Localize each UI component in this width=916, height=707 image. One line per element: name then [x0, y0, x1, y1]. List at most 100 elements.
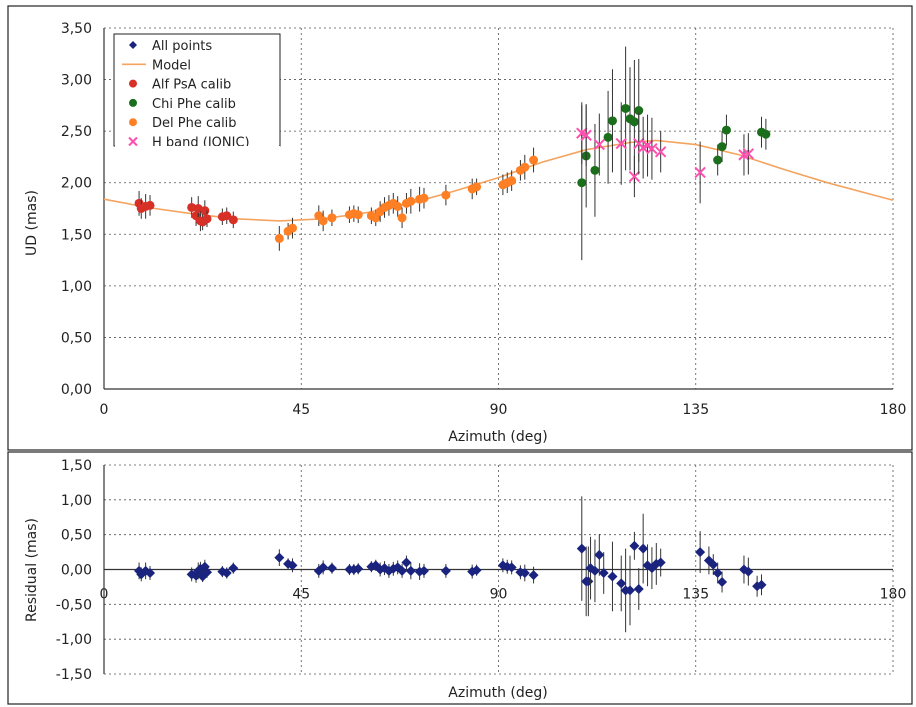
ud-y-tick-label: 0,00: [61, 382, 92, 398]
chi-phe-calib-point: [621, 103, 631, 113]
residual-point: [695, 547, 706, 558]
residual-point: [598, 567, 609, 578]
residual-point: [506, 562, 517, 573]
alf-psa-calib-point: [222, 211, 232, 221]
del-phe-calib-point: [419, 193, 429, 203]
ud-y-tick-label: 3,50: [61, 21, 92, 37]
ud-y-tick-label: 3,00: [61, 73, 92, 89]
h-band-ionic-point: [580, 129, 592, 141]
residual-point: [471, 565, 482, 576]
chi-phe-calib-point: [607, 116, 617, 126]
residual-point: [401, 557, 412, 568]
residual-point: [576, 543, 587, 554]
residual-point: [629, 540, 640, 551]
residual-axes: -1,50-1,00-0,500,000,501,001,50045901351…: [56, 458, 907, 683]
del-phe-calib-point: [472, 182, 482, 192]
legend-marker-del-phe-calib: [129, 118, 137, 127]
h-band-ionic-point: [742, 148, 755, 160]
legend-marker-all-points: [129, 41, 137, 49]
legend-box: [113, 33, 281, 147]
residual-point: [221, 567, 232, 578]
alf-psa-calib-point: [202, 214, 212, 224]
chi-phe-calib-point: [717, 142, 727, 152]
chi-phe-calib-point: [713, 155, 723, 165]
residual-panel: -1,50-1,00-0,500,000,501,001,50045901351…: [7, 451, 913, 705]
residual-panel-frame: [7, 451, 913, 705]
legend-label-model: Model: [152, 58, 191, 73]
residual-grid: [104, 464, 894, 675]
residual-x-tick-label: 180: [880, 587, 907, 603]
residual-point: [712, 567, 723, 578]
residual-y-axis-label: Residual (mas): [24, 518, 40, 622]
del-phe-calib-point: [529, 155, 539, 165]
residual-y-tick-label: 1,00: [61, 493, 92, 509]
ud-x-tick-label: 180: [880, 402, 907, 418]
legend-marker-alf-psa-calib: [129, 79, 137, 88]
del-phe-calib-point: [393, 201, 403, 211]
legend-marker-chi-phe-calib: [129, 98, 137, 107]
residual-point: [287, 560, 298, 571]
ud-y-tick-label: 2,50: [61, 124, 92, 140]
del-phe-calib-point: [507, 176, 517, 186]
h-band-ionic-point: [593, 138, 606, 151]
residual-point: [418, 565, 429, 576]
alf-psa-calib-point: [228, 215, 238, 225]
chi-phe-calib-point: [629, 117, 639, 127]
ud-x-tick-label: 135: [682, 402, 709, 418]
del-phe-calib-point: [274, 233, 284, 243]
ud-data-points: [134, 46, 771, 261]
del-phe-calib-point: [397, 213, 407, 223]
chi-phe-calib-point: [761, 129, 771, 139]
residual-point: [717, 577, 728, 588]
residual-point: [397, 565, 408, 576]
residual-point: [318, 562, 329, 573]
residual-x-axis-label: Azimuth (deg): [448, 685, 547, 701]
ud-axes: 0,00 0,50 1,00 1,50 2,00 2,50 3,00 3,50 0 45 90 135…: [61, 21, 907, 418]
residual-point: [655, 557, 666, 568]
residual-point: [616, 578, 627, 589]
del-phe-calib-point: [520, 162, 530, 172]
residual-point: [274, 552, 285, 563]
del-phe-calib-point: [318, 216, 328, 226]
ud-y-tick-label: 1,50: [61, 227, 92, 243]
residual-point: [625, 585, 635, 596]
legend-label-all-points: All points: [152, 39, 212, 54]
residual-y-tick-label: 0,50: [61, 528, 92, 544]
del-phe-calib-point: [406, 196, 416, 206]
residual-y-tick-label: 1,50: [61, 458, 92, 474]
residual-point: [353, 563, 364, 574]
del-phe-calib-point: [353, 210, 363, 220]
residual-point: [607, 571, 618, 582]
h-band-ionic-point: [615, 137, 627, 150]
h-band-ionic-point: [694, 166, 706, 179]
residual-point: [589, 565, 600, 576]
h-band-ionic-point: [654, 146, 667, 158]
residual-x-tick-label: 135: [682, 587, 709, 603]
ud-y-tick-label: 2,00: [61, 176, 92, 192]
residual-y-tick-label: -0,50: [56, 597, 92, 613]
legend-label-alf-psa-calib: Alf PsA calib: [152, 78, 231, 93]
chi-phe-calib-point: [721, 125, 731, 135]
del-phe-calib-point: [327, 213, 337, 223]
ud-x-tick-label: 0: [100, 402, 109, 418]
ud-panel-frame: [7, 5, 913, 451]
residual-x-tick-label: 45: [292, 587, 310, 603]
alf-psa-calib-point: [200, 206, 210, 216]
ud-x-tick-label: 90: [490, 402, 508, 418]
ud-y-tick-label: 0,50: [61, 330, 92, 346]
residual-y-tick-label: -1,50: [56, 667, 92, 683]
legend: All points Model Alf PsA calib Chi Phe cali…: [113, 33, 281, 154]
residual-point: [594, 549, 605, 560]
residual-point: [519, 567, 530, 578]
residual-point: [145, 567, 156, 578]
residual-point: [743, 566, 754, 577]
chi-phe-calib-point: [634, 106, 644, 116]
chi-phe-calib-point: [577, 178, 587, 188]
legend-label-chi-phe-calib: Chi Phe calib: [152, 97, 236, 112]
residual-point: [228, 563, 239, 574]
legend-label-del-phe-calib: Del Phe calib: [152, 116, 237, 131]
residual-point: [528, 570, 539, 581]
residual-y-tick-label: 0,00: [61, 563, 92, 579]
residual-point: [202, 567, 213, 578]
